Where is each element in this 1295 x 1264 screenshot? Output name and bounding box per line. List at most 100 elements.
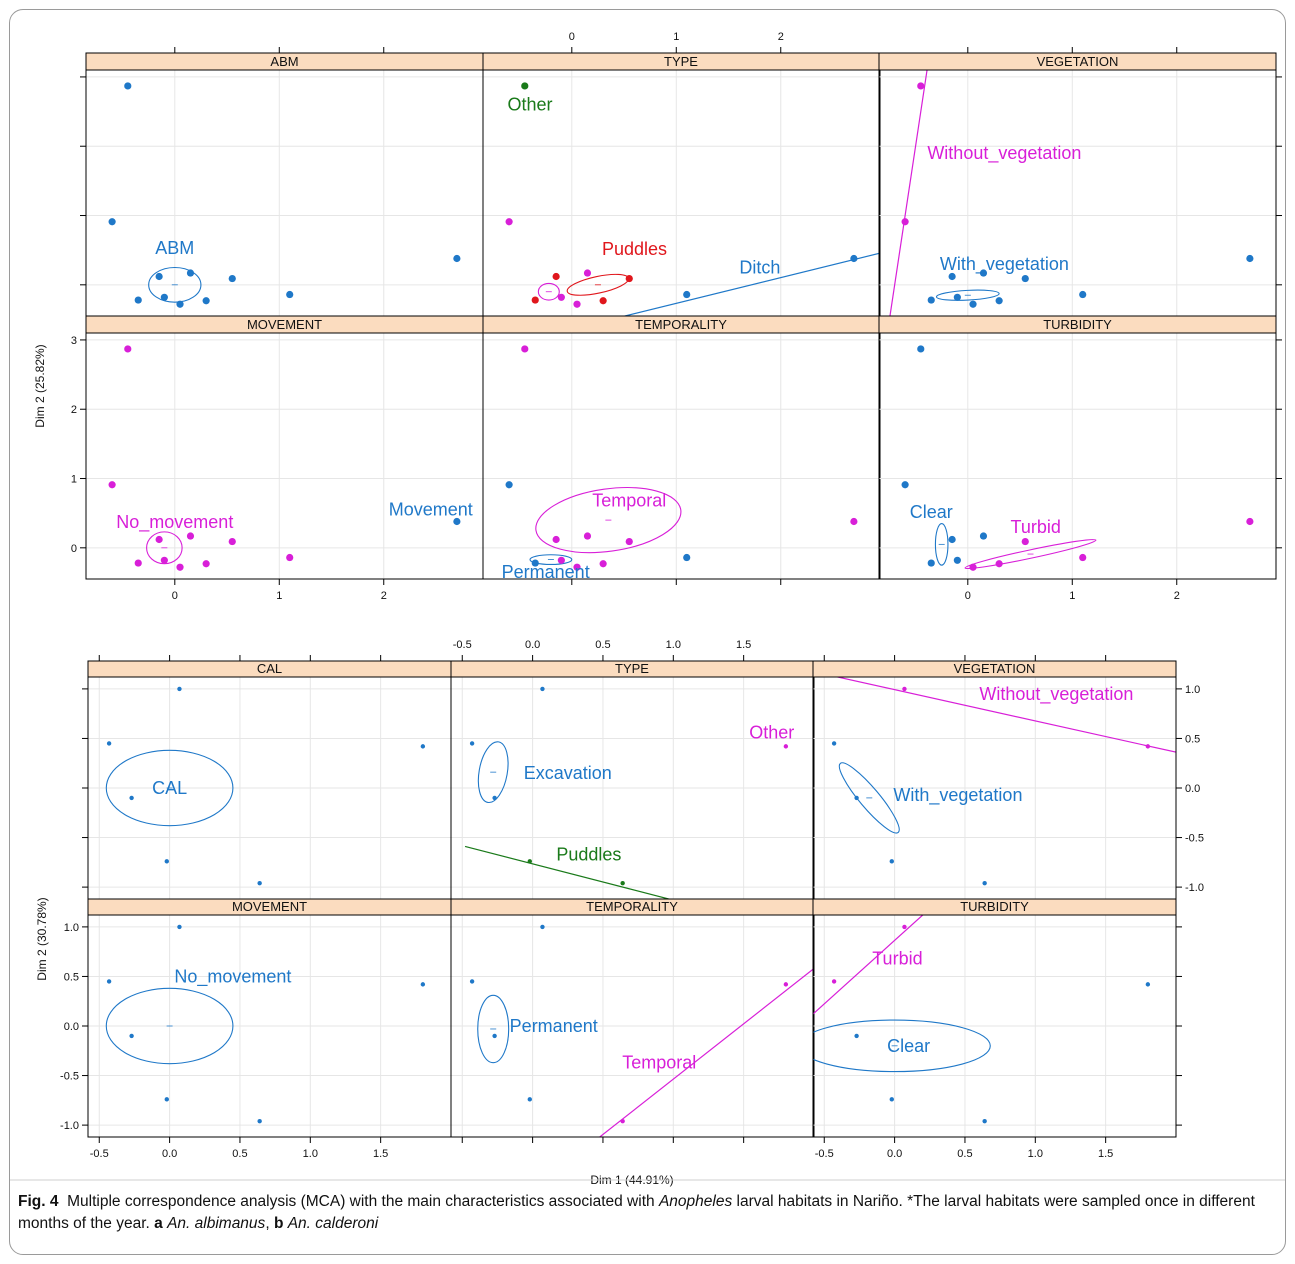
- x-tick-label: 0.0: [162, 1148, 177, 1160]
- y-tick-label: -1.0: [60, 1120, 79, 1132]
- data-point: [1246, 517, 1254, 526]
- panel-b-vegetation: Without_vegetation With_vegetation VEGETAT…: [812, 660, 1177, 900]
- data-point: [927, 296, 935, 304]
- x-tick-label: 0.5: [595, 639, 610, 651]
- data-point: [902, 924, 907, 930]
- data-point: [176, 300, 184, 308]
- confidence-ellipse: [934, 523, 949, 566]
- data-point: [850, 517, 858, 526]
- data-point: [917, 345, 925, 353]
- data-point: [552, 272, 560, 281]
- category-label: Excavation: [524, 763, 612, 783]
- groups: [934, 523, 1097, 570]
- data-point: [160, 556, 168, 564]
- panel-border: [878, 52, 1277, 317]
- data-point: [540, 924, 545, 930]
- x-tick-label: 0.5: [232, 1148, 247, 1160]
- data-point: [531, 296, 539, 304]
- category-label: Temporal: [592, 491, 666, 511]
- data-point: [155, 272, 163, 281]
- category-line: [598, 968, 814, 1137]
- chart-b: CAL CAL Excavation Puddles Other TYPE Without_…: [35, 639, 1204, 1187]
- data-point: [108, 218, 116, 226]
- data-point: [129, 795, 134, 801]
- caption-sep: ,: [265, 1215, 274, 1232]
- category-label: ABM: [155, 238, 194, 258]
- panel-title: TEMPORALITY: [586, 899, 678, 914]
- data-point: [129, 1033, 134, 1039]
- data-point: [505, 481, 513, 489]
- data-point: [106, 979, 112, 984]
- confidence-ellipse: [935, 289, 1000, 301]
- category-label: Turbid: [1011, 517, 1061, 537]
- y-tick-label: -0.5: [60, 1071, 79, 1083]
- caption-b-species: An. calderoni: [287, 1215, 379, 1232]
- y-tick-label: 1.0: [64, 922, 79, 934]
- data-point: [286, 553, 294, 562]
- data-point: [124, 82, 132, 90]
- y-tick-label: 0.5: [64, 971, 79, 983]
- grid: [879, 333, 1276, 579]
- category-label: Other: [749, 723, 794, 743]
- data-point: [492, 795, 497, 801]
- category-label: Puddles: [602, 239, 667, 259]
- panel-a-movement: No_movement Movement MOVEMENT: [85, 315, 484, 580]
- panel-title: TYPE: [615, 661, 649, 676]
- data-point: [583, 532, 592, 540]
- data-point: [134, 559, 142, 567]
- data-point: [552, 535, 560, 544]
- category-label: Puddles: [556, 844, 621, 864]
- data-point: [1145, 982, 1151, 987]
- grid: [483, 333, 879, 579]
- grid: [483, 70, 879, 316]
- data-point: [902, 686, 907, 692]
- points: [831, 924, 1151, 1124]
- caption-text-2: larval habitats in Nariño. *The larval h…: [18, 1193, 1255, 1232]
- caption-b-label: b: [273, 1215, 284, 1232]
- points: [505, 345, 858, 571]
- y-tick-label: 2: [71, 404, 77, 416]
- panel-a-vegetation: Without_vegetation With_vegetation VEGETAT…: [878, 52, 1277, 317]
- figure-caption: Fig. 4 Multiple correspondence analysis …: [18, 1191, 1280, 1235]
- axes-b: -0.5 0.0 0.5 1.0 1.5 -0.5 0.0 0.5 1.0 1.5 -0.5 0.0 0…: [35, 639, 1204, 1187]
- data-point: [202, 560, 210, 568]
- confidence-ellipse: [529, 554, 573, 565]
- data-point: [134, 296, 142, 304]
- category-line: [622, 252, 880, 316]
- data-point: [164, 1097, 169, 1102]
- panel-title: TURBIDITY: [960, 899, 1029, 914]
- data-point: [160, 293, 168, 301]
- points: [505, 82, 858, 308]
- data-point: [177, 924, 182, 930]
- data-point: [969, 563, 977, 571]
- data-point: [177, 686, 182, 692]
- data-point: [683, 553, 691, 562]
- data-point: [420, 744, 426, 749]
- data-point: [106, 741, 112, 746]
- caption-genus: Anopheles: [658, 1193, 733, 1210]
- data-point: [186, 532, 195, 540]
- data-point: [831, 741, 837, 746]
- confidence-ellipse: [535, 487, 682, 554]
- data-point: [583, 269, 592, 277]
- data-point: [527, 859, 532, 864]
- data-point: [831, 979, 837, 984]
- data-point: [969, 300, 977, 308]
- category-line: [813, 915, 924, 1015]
- x-tick-label: 2: [381, 590, 387, 602]
- points: [469, 924, 789, 1124]
- data-point: [854, 795, 859, 801]
- data-point: [557, 556, 565, 564]
- data-point: [164, 859, 169, 864]
- panel-b-cal: CAL CAL: [87, 660, 452, 900]
- y-tick-label: 0: [71, 543, 77, 555]
- data-point: [599, 560, 607, 568]
- x-tick-label: 1: [673, 31, 679, 43]
- data-point: [108, 481, 116, 489]
- groups: [105, 987, 234, 1065]
- category-label: Clear: [910, 502, 953, 522]
- data-point: [531, 559, 539, 567]
- data-point: [917, 82, 925, 90]
- data-point: [620, 880, 625, 886]
- grid: [879, 70, 1276, 316]
